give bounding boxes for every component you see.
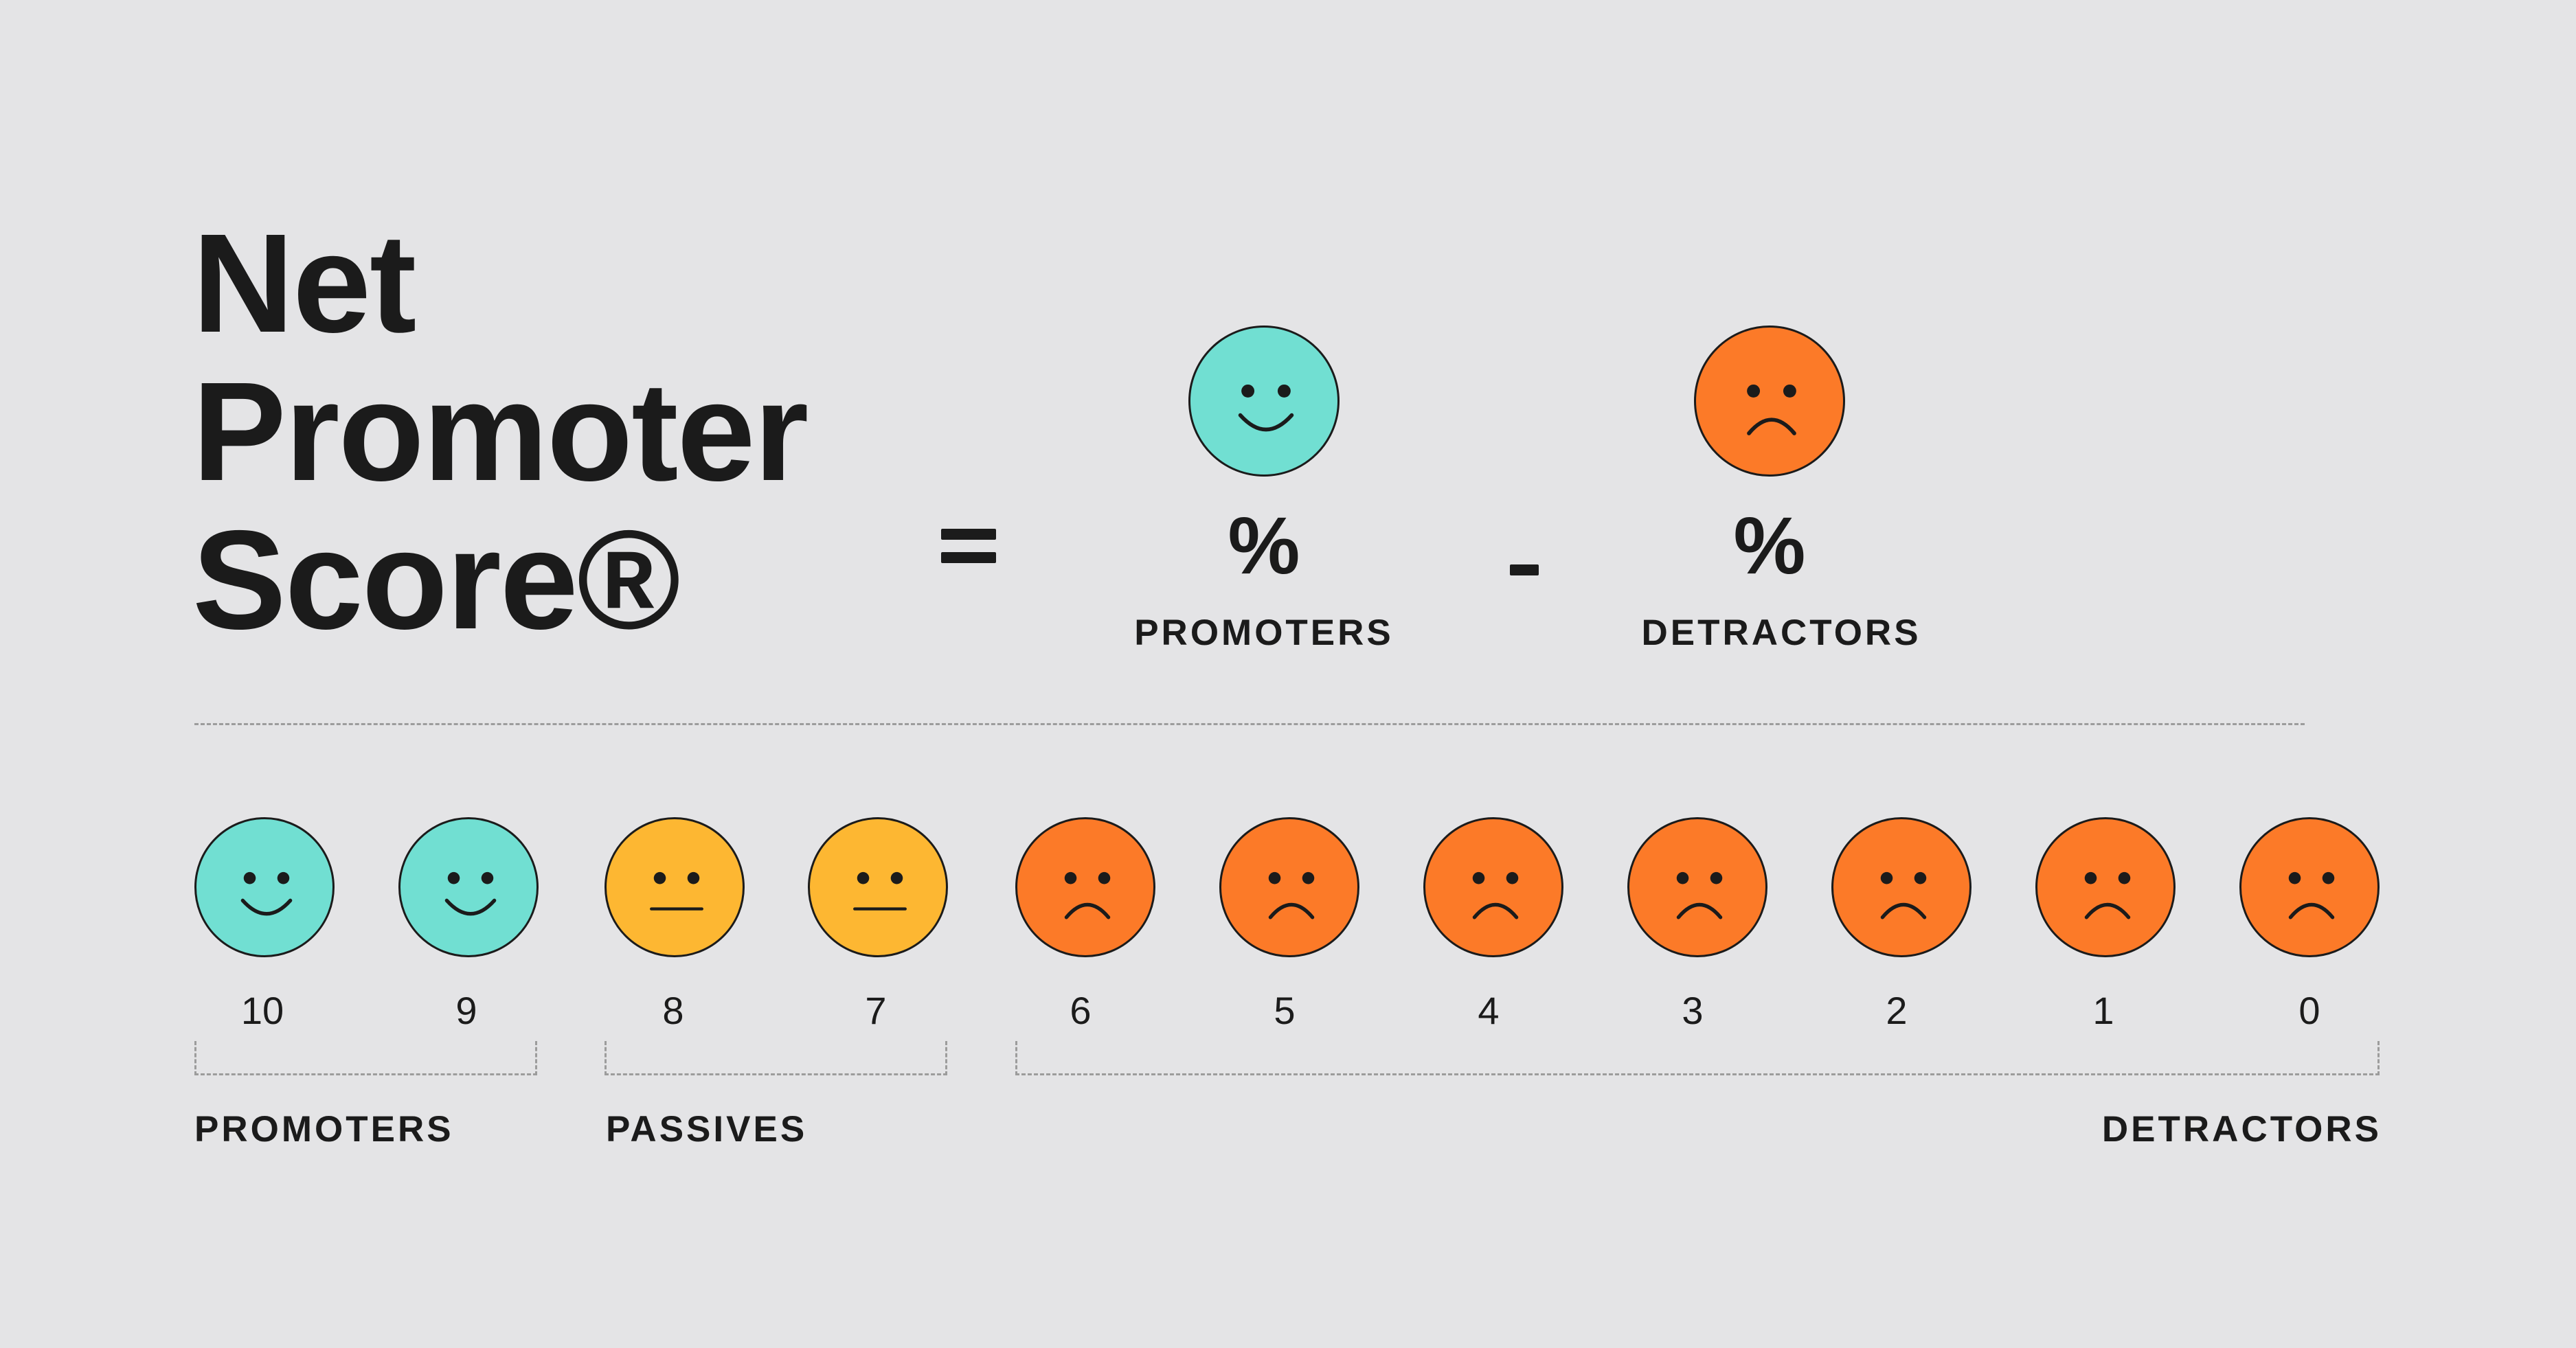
- score-label-10: 10: [240, 989, 284, 1032]
- score-4-sad-face-icon: [1423, 817, 1563, 957]
- score-label-6: 6: [1070, 989, 1092, 1032]
- score-label-3: 3: [1682, 989, 1704, 1032]
- promoters-bracket: [194, 1041, 537, 1075]
- score-5-sad-face-icon: [1219, 817, 1359, 957]
- score-6-sad-face-icon: [1015, 817, 1155, 957]
- title-line-promoter: Promoter: [192, 353, 809, 510]
- detractors-group-label: DETRACTORS: [2101, 1109, 2382, 1150]
- passives-group-label: PASSIVES: [606, 1109, 808, 1150]
- score-0-sad-face-icon: [2239, 817, 2380, 957]
- score-label-2: 2: [1886, 989, 1908, 1032]
- score-9-happy-face-icon: [398, 817, 539, 957]
- score-3-sad-face-icon: [1627, 817, 1767, 957]
- score-2-sad-face-icon: [1831, 817, 1971, 957]
- score-label-0: 0: [2298, 989, 2320, 1032]
- formula-happy-face-icon: [1188, 325, 1340, 477]
- formula-sad-face-icon: [1694, 325, 1845, 477]
- detractors-bracket: [1015, 1041, 2380, 1075]
- minus-sign: [1510, 564, 1539, 575]
- score-8-neutral-face-icon: [605, 817, 745, 957]
- page-title: Net Promoter Score®: [192, 209, 879, 654]
- score-label-7: 7: [865, 989, 887, 1032]
- score-label-4: 4: [1478, 989, 1500, 1032]
- title-line-score: Score®: [192, 501, 681, 659]
- score-7-neutral-face-icon: [808, 817, 948, 957]
- score-label-5: 5: [1274, 989, 1296, 1032]
- title-line-net: Net: [192, 205, 416, 362]
- promoters-percent-symbol: %: [1228, 501, 1300, 591]
- score-label-1: 1: [2092, 989, 2114, 1032]
- section-divider: [194, 723, 2305, 725]
- equals-sign: [941, 522, 996, 570]
- score-label-8: 8: [662, 989, 684, 1032]
- score-1-sad-face-icon: [2035, 817, 2176, 957]
- score-label-9: 9: [455, 989, 477, 1032]
- promoters-group-label: PROMOTERS: [194, 1109, 454, 1150]
- score-10-happy-face-icon: [194, 817, 335, 957]
- formula-detractors-label: DETRACTORS: [1641, 613, 1921, 653]
- formula-promoters-label: PROMOTERS: [1134, 613, 1394, 653]
- detractors-percent-symbol: %: [1733, 501, 1806, 591]
- passives-bracket: [605, 1041, 947, 1075]
